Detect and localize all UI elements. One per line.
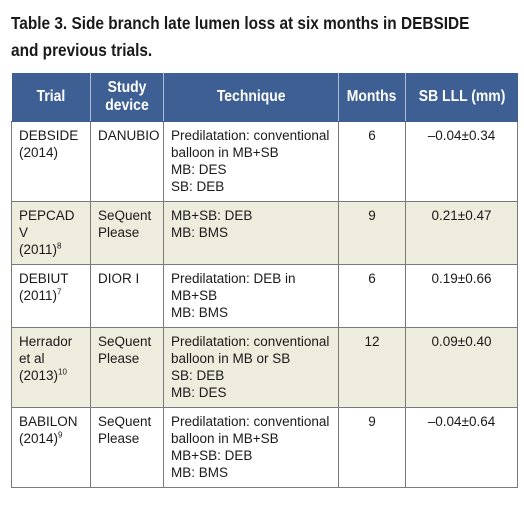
months-cell: 12 [338,327,406,408]
caption-line-1: Table 3. Side branch late lumen loss at … [11,13,470,33]
sb-lll-cell: 0.19±0.66 [405,264,518,328]
trials-table: Trial Study device Technique Months SB L… [11,73,518,488]
device-cell: DANUBIO [90,121,164,202]
device-cell: SeQuent Please [90,407,164,488]
technique-cell: Predilatation: conventional balloon in M… [163,327,339,408]
header-sb-lll: SB LLL (mm) [405,73,518,122]
device-cell: SeQuent Please [90,327,164,408]
trial-cell: DEBIUT (2011)7 [11,264,91,328]
device-cell: SeQuent Please [90,201,164,265]
table-row: PEPCAD V (2011)8 SeQuent Please MB+SB: D… [11,201,518,265]
trial-cell: DEBSIDE (2014) [11,121,91,202]
header-row: Trial Study device Technique Months SB L… [11,73,518,122]
technique-cell: Predilatation: conventional balloon in M… [163,121,339,202]
sb-lll-cell: 0.21±0.47 [405,201,518,265]
header-study-device: Study device [90,73,164,122]
trial-cell: BABILON (2014)9 [11,407,91,488]
caption-line-2: and previous trials. [11,40,153,60]
months-cell: 9 [338,407,406,488]
trial-cell: PEPCAD V (2011)8 [11,201,91,265]
technique-cell: Predilatation: conventional balloon in M… [163,407,339,488]
header-trial: Trial [11,73,91,122]
technique-cell: Predilatation: DEB in MB+SB MB: BMS [163,264,339,328]
header-technique: Technique [163,73,339,122]
table-caption: Table 3. Side branch late lumen loss at … [11,10,470,64]
table-row: Herrador et al (2013)10 SeQuent Please P… [11,327,518,408]
months-cell: 6 [338,264,406,328]
table-row: DEBIUT (2011)7 DIOR I Predilatation: DEB… [11,264,518,328]
sb-lll-cell: –0.04±0.34 [405,121,518,202]
table-row: BABILON (2014)9 SeQuent Please Predilata… [11,407,518,488]
table-row: DEBSIDE (2014) DANUBIO Predilatation: co… [11,121,518,202]
months-cell: 9 [338,201,406,265]
sb-lll-cell: –0.04±0.64 [405,407,518,488]
sb-lll-cell: 0.09±0.40 [405,327,518,408]
header-months: Months [338,73,406,122]
months-cell: 6 [338,121,406,202]
trial-cell: Herrador et al (2013)10 [11,327,91,408]
technique-cell: MB+SB: DEB MB: BMS [163,201,339,265]
device-cell: DIOR I [90,264,164,328]
